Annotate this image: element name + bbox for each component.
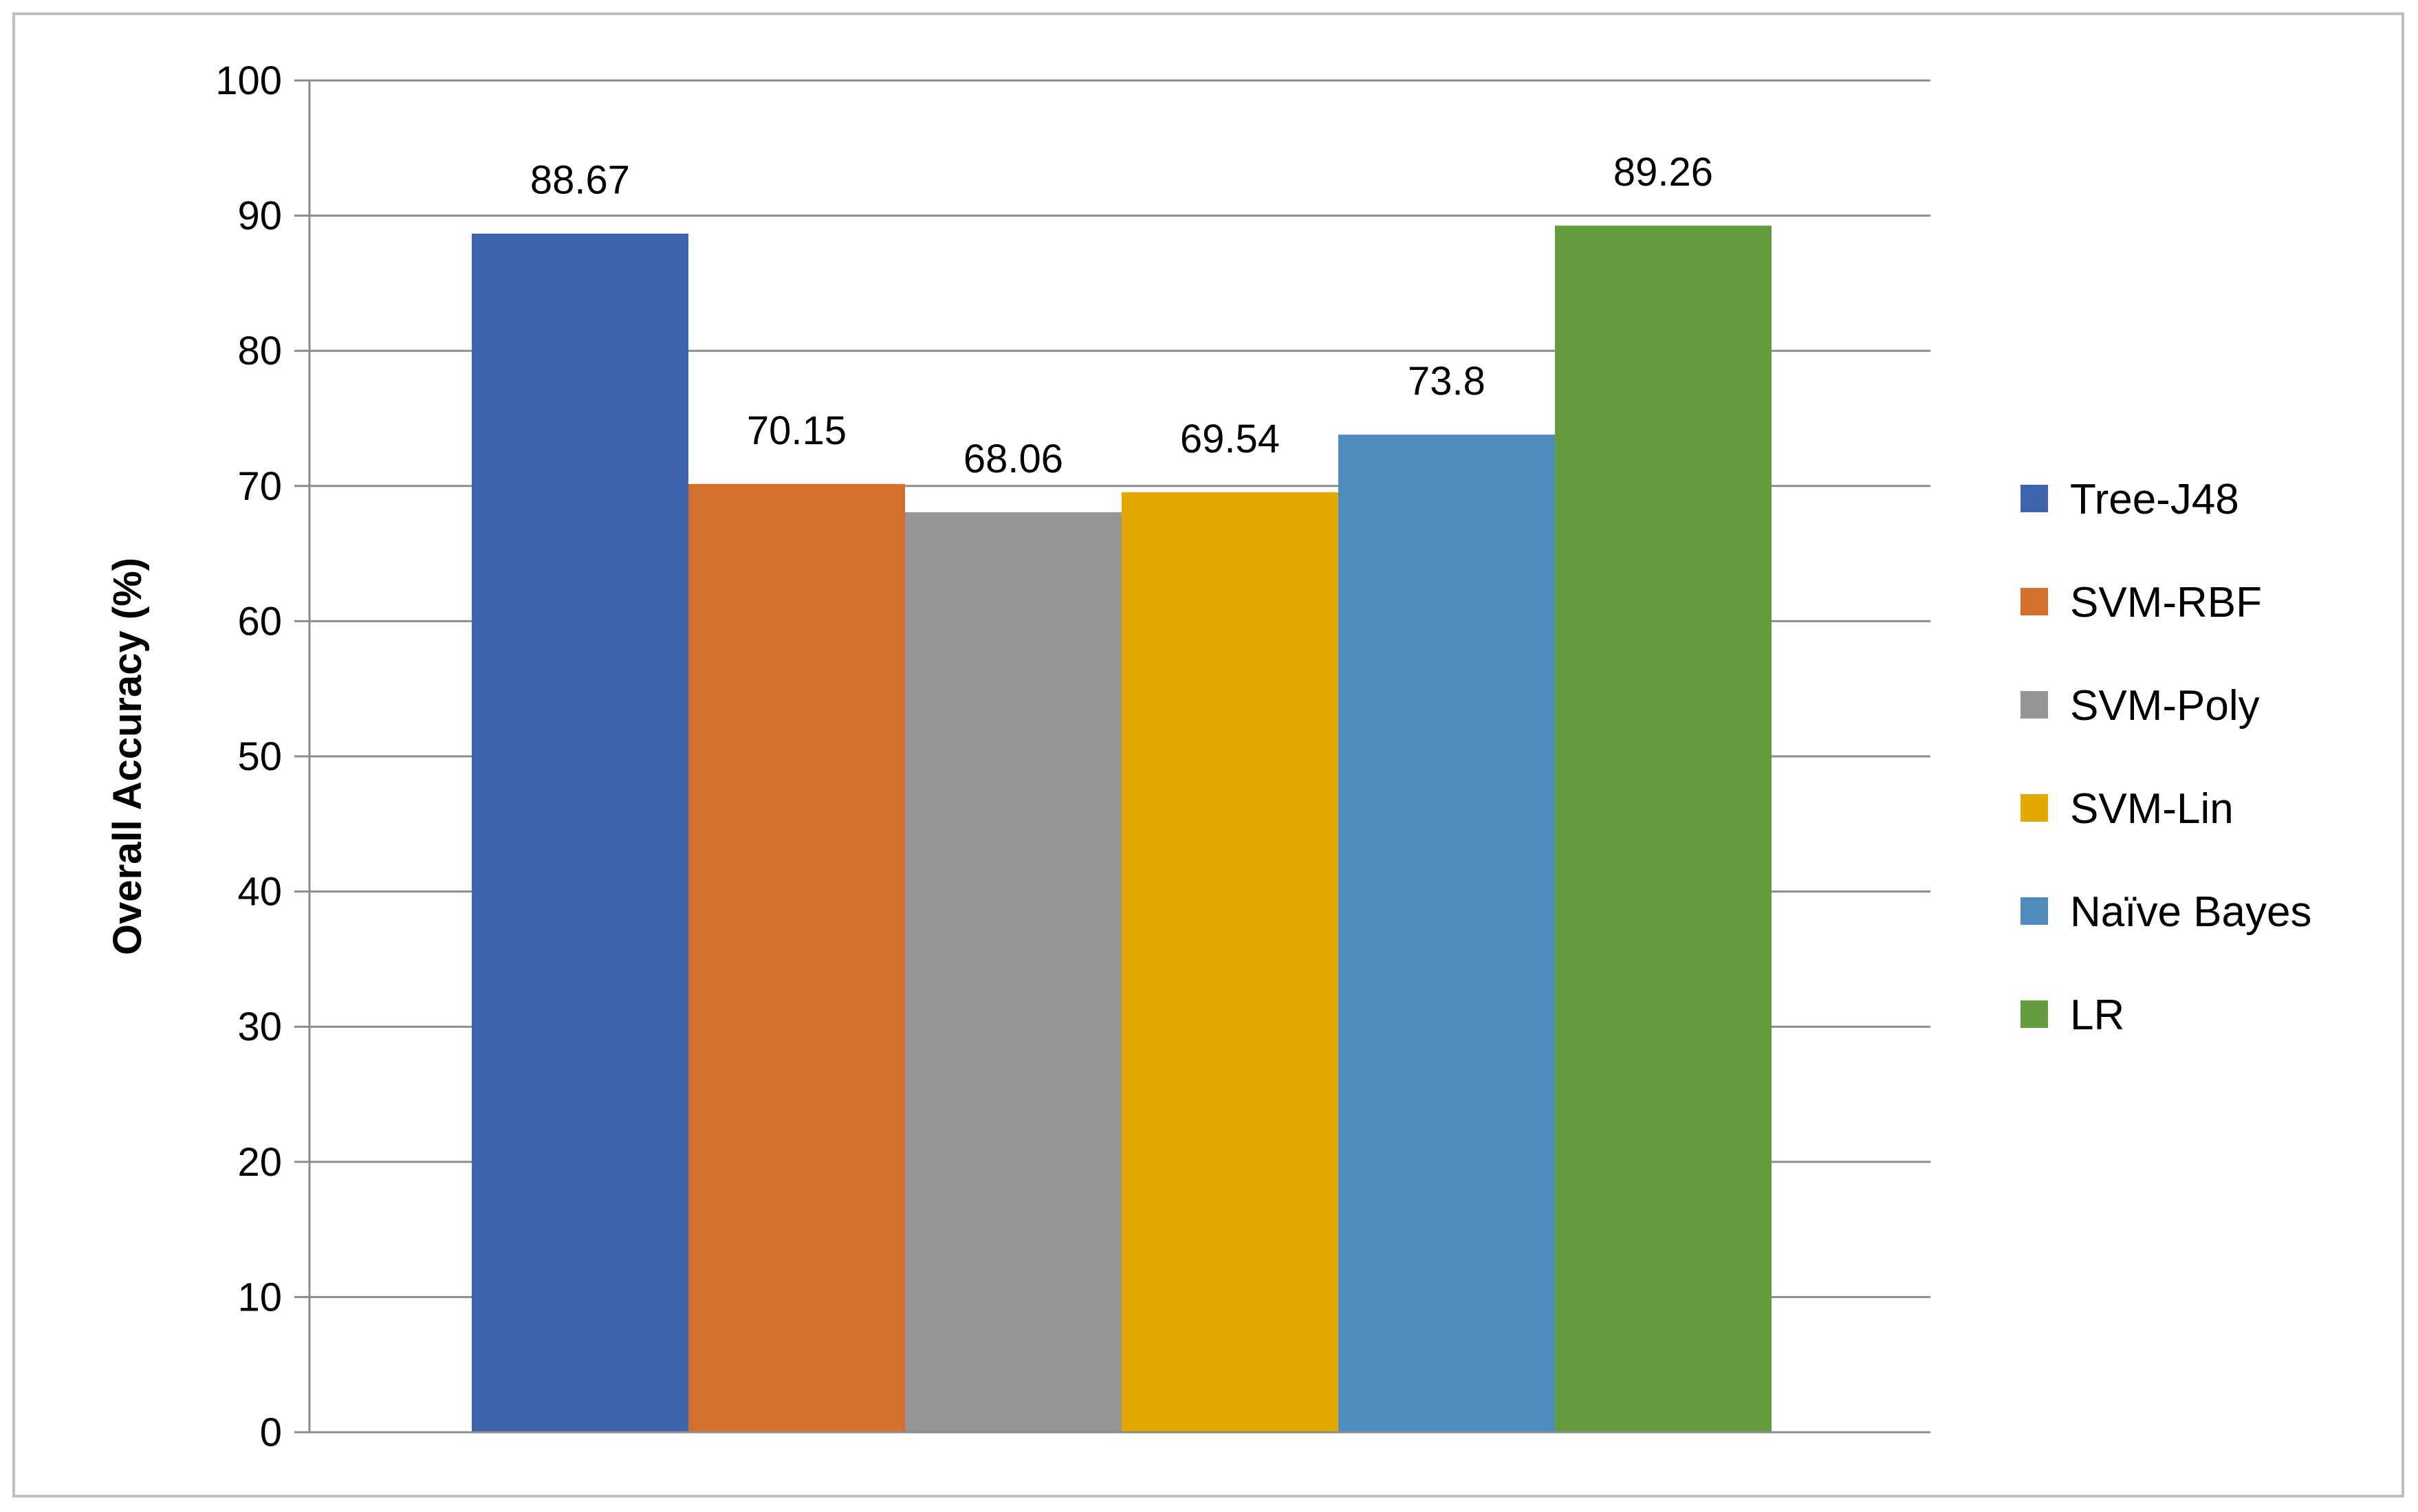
data-label: 73.8 (1408, 359, 1485, 404)
data-label: 70.15 (747, 408, 847, 453)
y-tick-label: 50 (237, 734, 282, 779)
bar (1338, 435, 1555, 1432)
legend-label: LR (2070, 991, 2124, 1039)
data-label: 69.54 (1180, 417, 1280, 461)
data-labels: 88.67 70.15 68.06 69.54 73.8 89.26 (530, 150, 1713, 481)
bar (1122, 492, 1338, 1432)
legend-swatch (2021, 588, 2048, 615)
legend: Tree-J48 SVM-RBF SVM-Poly SVM-Lin Naïve Baye… (2021, 476, 2312, 1039)
y-tick-label: 0 (260, 1410, 282, 1455)
y-tick-label: 20 (237, 1140, 282, 1185)
y-tick-label: 40 (237, 870, 282, 914)
legend-swatch (2021, 1000, 2048, 1028)
legend-swatch (2021, 691, 2048, 719)
legend-swatch (2021, 897, 2048, 925)
data-label: 89.26 (1613, 150, 1713, 195)
y-tick-label: 10 (237, 1275, 282, 1319)
legend-swatch (2021, 485, 2048, 512)
data-label: 68.06 (963, 437, 1063, 481)
y-tick-label: 100 (215, 58, 282, 103)
y-tick-label: 30 (237, 1005, 282, 1049)
data-label: 88.67 (530, 158, 630, 203)
bar (1555, 226, 1772, 1432)
legend-label: SVM-Poly (2070, 682, 2260, 730)
legend-swatch (2021, 794, 2048, 822)
legend-label: Naïve Bayes (2070, 888, 2312, 936)
y-tick-label: 60 (237, 599, 282, 644)
bar (472, 233, 688, 1432)
bars (472, 226, 1772, 1432)
y-tick-label: 80 (237, 329, 282, 373)
y-tick-label: 90 (237, 194, 282, 239)
bar (688, 483, 905, 1432)
bar (905, 512, 1122, 1432)
y-tick-label: 70 (237, 464, 282, 509)
legend-label: SVM-Lin (2070, 785, 2234, 833)
y-tick-labels: 0 10 20 30 40 50 60 70 80 90 100 (215, 58, 309, 1455)
legend-label: SVM-RBF (2070, 579, 2262, 626)
y-axis-title: Overall Accuracy (%) (105, 558, 150, 955)
legend-label: Tree-J48 (2070, 476, 2239, 523)
